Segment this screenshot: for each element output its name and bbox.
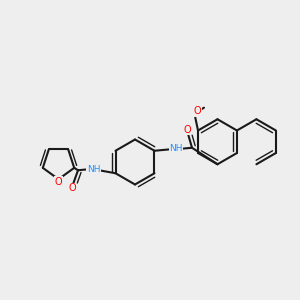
- Text: NH: NH: [169, 144, 183, 153]
- Text: O: O: [194, 106, 201, 116]
- Text: O: O: [68, 183, 76, 193]
- Text: NH: NH: [87, 165, 101, 174]
- Text: O: O: [183, 125, 191, 135]
- Text: O: O: [55, 177, 62, 187]
